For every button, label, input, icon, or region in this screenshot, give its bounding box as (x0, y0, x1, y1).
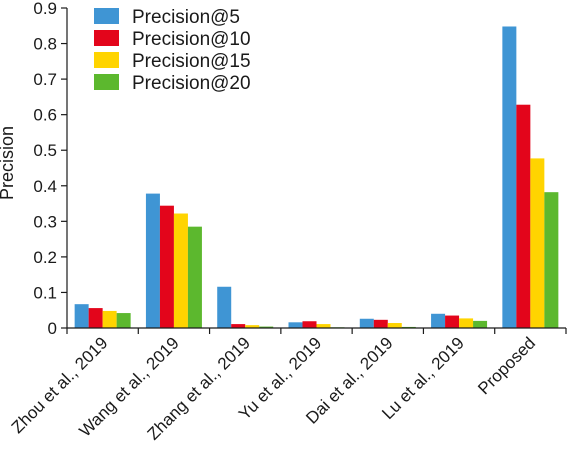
bar (473, 320, 488, 328)
y-axis-title: Precision (0, 126, 17, 200)
bar (159, 205, 174, 328)
y-tick-label: 0.3 (33, 212, 57, 231)
legend-swatch (94, 52, 119, 68)
bar (259, 326, 274, 328)
y-tick-label: 0.1 (33, 283, 57, 302)
legend-label: Precision@5 (132, 7, 240, 28)
bar (88, 308, 103, 328)
legend-swatch (94, 74, 119, 90)
legend: Precision@5Precision@10Precision@15Preci… (94, 7, 251, 94)
y-tick-label: 0.8 (33, 35, 57, 54)
bar (431, 313, 446, 328)
y-tick-label: 0.5 (33, 141, 57, 160)
y-axis: 0 0.1 0.2 0.3 0.4 0.5 0.6 0.7 0.8 0.9 (33, 0, 68, 338)
y-tick-label: 0.7 (33, 70, 57, 89)
bar (502, 26, 517, 328)
bar (445, 315, 460, 328)
bar (373, 319, 388, 328)
bar (459, 318, 474, 328)
legend-label: Precision@10 (132, 29, 251, 50)
bar (516, 104, 531, 328)
bar (302, 321, 317, 328)
y-tick-label: 0.2 (33, 248, 57, 267)
bar (217, 286, 232, 328)
bar (116, 313, 131, 328)
y-tick-label: 0.9 (33, 0, 57, 18)
legend-label: Precision@15 (132, 51, 251, 72)
y-tick-label: 0.4 (33, 177, 57, 196)
bar (387, 323, 402, 328)
y-tick-label: 0.6 (33, 106, 57, 125)
bar (173, 213, 188, 328)
legend-label: Precision@20 (132, 73, 251, 94)
legend-swatch (94, 30, 119, 46)
bars (74, 26, 559, 328)
bar (231, 324, 246, 328)
bar (187, 226, 202, 328)
bar (102, 310, 117, 328)
bar (316, 324, 331, 328)
bar (74, 304, 89, 328)
y-tick-label: 0 (48, 319, 57, 338)
bar (544, 192, 559, 328)
bar (145, 193, 160, 328)
bar (359, 318, 374, 328)
legend-swatch (94, 8, 119, 24)
bar (530, 158, 545, 328)
bar (245, 325, 260, 328)
bar (288, 322, 303, 328)
x-category-label: Proposed (474, 333, 539, 398)
